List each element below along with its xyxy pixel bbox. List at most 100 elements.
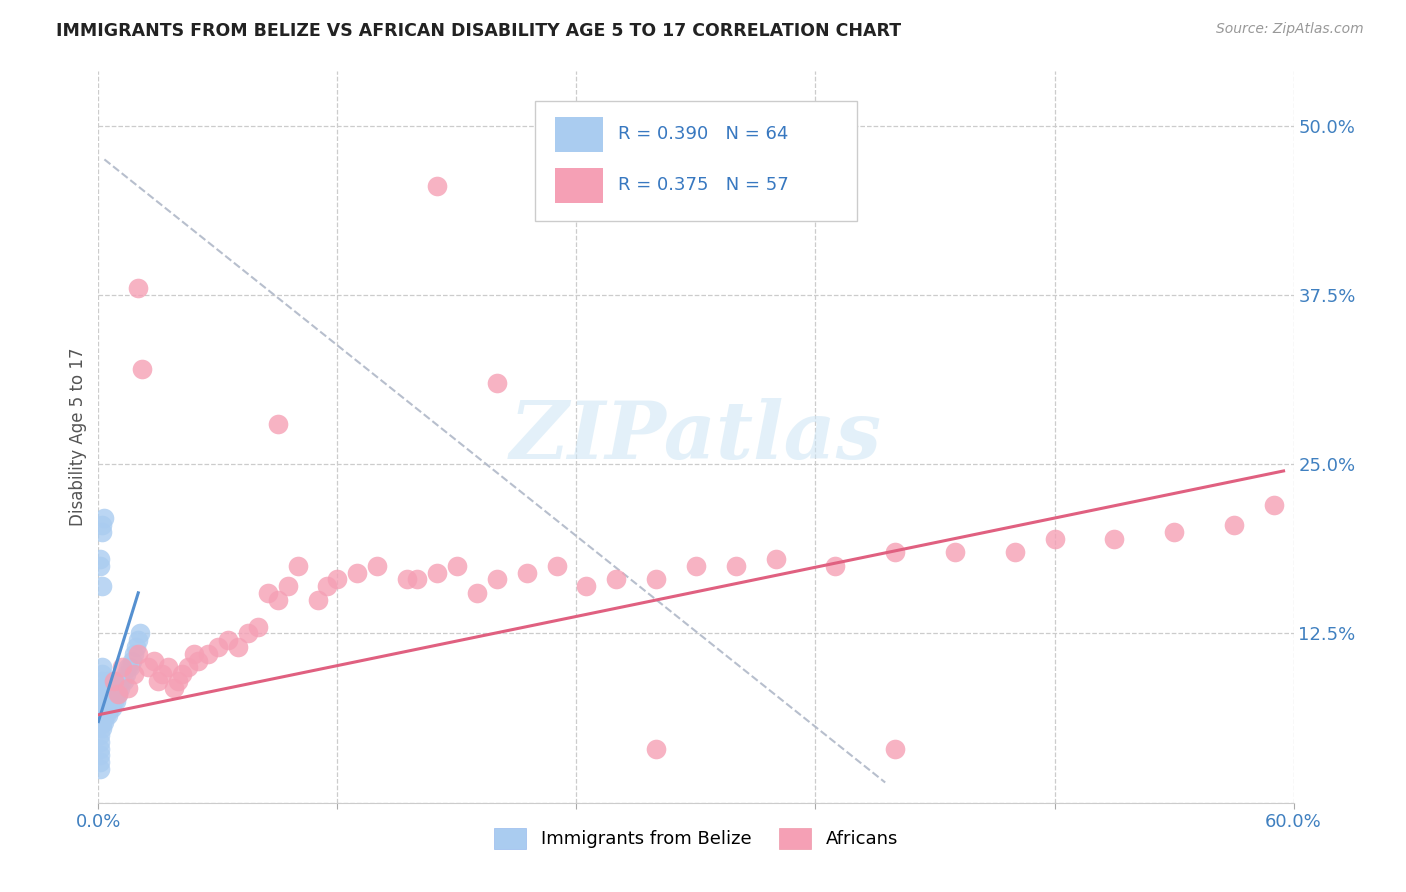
- Point: [115, 667, 138, 681]
- Text: R = 0.375   N = 57: R = 0.375 N = 57: [619, 177, 789, 194]
- Y-axis label: Disability Age 5 to 17: Disability Age 5 to 17: [69, 348, 87, 526]
- Point: [177, 660, 200, 674]
- Point: [91, 707, 114, 722]
- Point: [89, 698, 111, 713]
- Point: [127, 647, 149, 661]
- Point: [89, 728, 111, 742]
- Point: [91, 694, 114, 708]
- Point: [98, 688, 122, 702]
- Point: [96, 681, 118, 695]
- Point: [98, 701, 122, 715]
- Point: [157, 660, 180, 674]
- Point: [326, 572, 349, 586]
- Point: [765, 552, 787, 566]
- Point: [101, 694, 124, 708]
- Point: [396, 572, 419, 586]
- Point: [129, 626, 152, 640]
- Point: [91, 667, 114, 681]
- Point: [93, 688, 115, 702]
- Point: [89, 558, 111, 573]
- Point: [183, 647, 205, 661]
- Point: [163, 681, 186, 695]
- Point: [107, 688, 129, 702]
- Point: [96, 707, 118, 722]
- Point: [93, 694, 115, 708]
- Point: [131, 362, 153, 376]
- Bar: [555, 168, 603, 203]
- Point: [89, 748, 111, 763]
- Text: IMMIGRANTS FROM BELIZE VS AFRICAN DISABILITY AGE 5 TO 17 CORRELATION CHART: IMMIGRANTS FROM BELIZE VS AFRICAN DISABI…: [56, 22, 901, 40]
- Point: [91, 688, 114, 702]
- Point: [426, 566, 449, 580]
- Point: [207, 640, 229, 654]
- Point: [226, 640, 249, 654]
- Point: [465, 586, 488, 600]
- Point: [89, 741, 111, 756]
- Point: [485, 376, 508, 390]
- Point: [97, 694, 120, 708]
- Point: [125, 640, 148, 654]
- Point: [91, 721, 114, 735]
- Point: [89, 717, 111, 731]
- Point: [89, 552, 111, 566]
- Point: [101, 688, 124, 702]
- Text: ZIPatlas: ZIPatlas: [510, 399, 882, 475]
- Point: [256, 586, 278, 600]
- Point: [110, 681, 132, 695]
- Point: [406, 572, 429, 586]
- Point: [1223, 518, 1246, 533]
- Point: [685, 558, 707, 573]
- Point: [824, 558, 846, 573]
- Point: [117, 660, 139, 674]
- Point: [121, 654, 143, 668]
- Point: [89, 704, 111, 718]
- Point: [884, 545, 907, 559]
- Point: [120, 660, 142, 674]
- Point: [366, 558, 388, 573]
- Point: [150, 667, 173, 681]
- Point: [107, 673, 129, 688]
- Point: [426, 179, 449, 194]
- Point: [111, 673, 134, 688]
- Point: [217, 633, 239, 648]
- Point: [124, 647, 146, 661]
- Point: [267, 592, 290, 607]
- Point: [91, 673, 114, 688]
- Point: [516, 566, 538, 580]
- Point: [97, 701, 120, 715]
- Point: [105, 688, 128, 702]
- Point: [446, 558, 468, 573]
- Point: [136, 660, 159, 674]
- Point: [97, 673, 120, 688]
- Point: [89, 707, 111, 722]
- Point: [89, 694, 111, 708]
- Point: [1263, 498, 1285, 512]
- Point: [89, 688, 111, 702]
- FancyBboxPatch shape: [534, 101, 858, 221]
- Point: [89, 735, 111, 749]
- Point: [172, 667, 194, 681]
- Legend: Immigrants from Belize, Africans: Immigrants from Belize, Africans: [486, 821, 905, 856]
- Point: [277, 579, 299, 593]
- Point: [485, 572, 508, 586]
- Point: [575, 579, 598, 593]
- Point: [187, 654, 209, 668]
- Point: [724, 558, 747, 573]
- Point: [91, 717, 114, 731]
- Point: [103, 688, 125, 702]
- Point: [91, 681, 114, 695]
- Point: [91, 518, 114, 533]
- Point: [645, 741, 668, 756]
- Point: [287, 558, 309, 573]
- Point: [645, 572, 668, 586]
- Point: [91, 524, 114, 539]
- Point: [91, 579, 114, 593]
- Point: [103, 694, 125, 708]
- Point: [1163, 524, 1185, 539]
- Point: [1004, 545, 1026, 559]
- Point: [89, 712, 111, 726]
- Point: [91, 701, 114, 715]
- Text: R = 0.390   N = 64: R = 0.390 N = 64: [619, 125, 789, 143]
- Point: [89, 762, 111, 776]
- Point: [96, 688, 118, 702]
